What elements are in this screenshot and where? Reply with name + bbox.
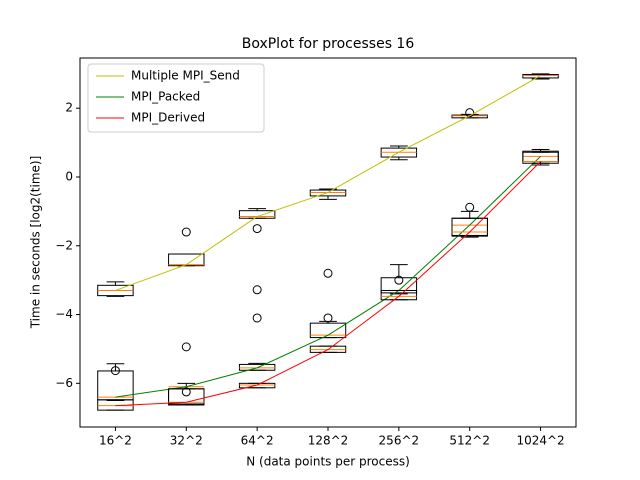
legend-label: Multiple MPI_Send <box>131 69 240 83</box>
box-body <box>309 189 347 197</box>
chart-title: BoxPlot for processes 16 <box>242 36 415 52</box>
y-tick-label: −4 <box>55 307 73 321</box>
box <box>238 285 276 371</box>
box-body <box>451 114 488 119</box>
legend-frame <box>87 63 265 133</box>
box-body <box>380 289 418 301</box>
box <box>238 208 276 234</box>
flier <box>181 387 191 397</box>
box-body <box>168 253 205 267</box>
flier <box>323 313 333 323</box>
box <box>309 188 347 200</box>
x-tick-label: 128^2 <box>308 434 349 448</box>
box <box>97 281 134 297</box>
box <box>238 382 276 389</box>
x-tick-label: 512^2 <box>449 434 490 448</box>
x-tick-label: 64^2 <box>241 434 274 448</box>
flier <box>181 227 191 237</box>
flier <box>181 342 191 352</box>
flier <box>252 313 262 323</box>
box <box>522 73 559 80</box>
box <box>451 217 488 237</box>
box-body <box>168 388 205 406</box>
x-axis-label: N (data points per process) <box>246 455 410 469</box>
box <box>522 151 559 164</box>
flier <box>465 202 475 212</box>
box-body <box>451 217 488 237</box>
legend-label: MPI_Derived <box>131 111 205 125</box>
flier <box>252 224 262 234</box>
y-tick-label: 0 <box>65 169 73 183</box>
series-line <box>115 75 541 291</box>
flier <box>323 268 333 278</box>
y-axis-label: Time in seconds [log2(time)] <box>29 156 43 330</box>
series-line <box>115 161 541 407</box>
box <box>380 145 418 161</box>
series-line <box>115 155 541 398</box>
box-body <box>238 210 276 219</box>
box-body <box>238 382 276 389</box>
flier <box>465 108 475 118</box>
box <box>451 108 488 119</box>
y-tick-label: −2 <box>55 238 73 252</box>
x-tick-label: 1024^2 <box>516 434 564 448</box>
y-tick-label: −6 <box>55 376 73 390</box>
box-body <box>380 277 418 294</box>
x-tick-label: 16^2 <box>99 434 132 448</box>
box-body <box>238 363 276 371</box>
y-tick-label: 2 <box>65 101 73 115</box>
box-body <box>522 151 559 164</box>
flier <box>394 275 404 285</box>
box <box>168 227 205 267</box>
box <box>309 345 347 353</box>
x-tick-label: 32^2 <box>170 434 203 448</box>
flier <box>252 285 262 295</box>
box-body <box>309 322 347 339</box>
box-body <box>522 74 559 79</box>
legend-label: MPI_Packed <box>131 90 200 104</box>
flier <box>110 366 120 376</box>
box <box>168 342 205 405</box>
axes-frame <box>79 57 577 428</box>
box-body <box>451 217 488 236</box>
x-tick-label: 256^2 <box>379 434 420 448</box>
legend: Multiple MPI_Send MPI_Packed MPI_Derived <box>87 63 265 133</box>
